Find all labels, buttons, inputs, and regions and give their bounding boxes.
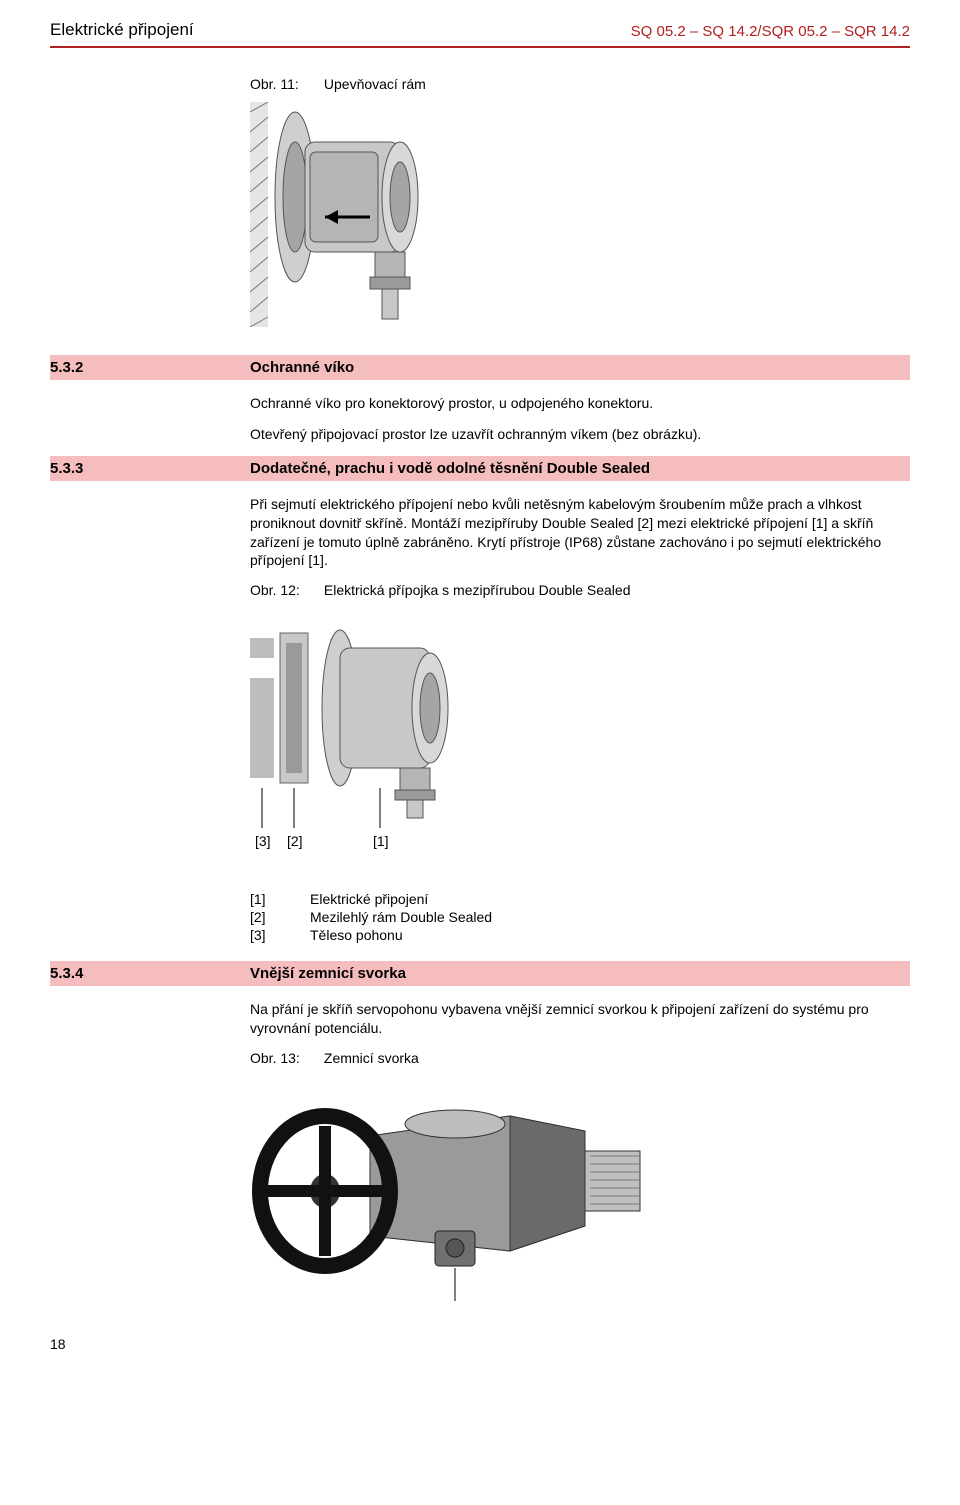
sec-5-3-3-p1: Při sejmutí elektrického přípojení nebo … — [250, 495, 910, 571]
legend-val-3: Těleso pohonu — [310, 927, 403, 943]
sec-5-3-4-title: Vnější zemnicí svorka — [250, 965, 406, 982]
sec-5-3-2-body: Ochranné víko pro konektorový prostor, u… — [50, 394, 910, 444]
legend-row: [1] Elektrické připojení — [250, 891, 910, 907]
fig12-caption: Obr. 12: Elektrická přípojka s mezipříru… — [250, 582, 910, 598]
legend-key-2: [2] — [250, 909, 310, 925]
sec-5-3-2-title: Ochranné víko — [250, 359, 354, 376]
header-right: SQ 05.2 – SQ 14.2/SQR 05.2 – SQR 14.2 — [631, 23, 910, 40]
page-number: 18 — [50, 1336, 910, 1352]
fig12-prefix: Obr. 12: — [250, 582, 320, 598]
sec-5-3-3-body: Při sejmutí elektrického přípojení nebo … — [50, 495, 910, 944]
fig12-legend: [1] Elektrické připojení [2] Mezilehlý r… — [250, 891, 910, 943]
sec-5-3-2-p1: Ochranné víko pro konektorový prostor, u… — [250, 394, 910, 413]
section-5-3-2: 5.3.2 Ochranné víko — [50, 355, 910, 380]
sec-5-3-3-num: 5.3.3 — [50, 460, 250, 477]
fig11-caption: Obr. 11: Upevňovací rám — [250, 76, 910, 92]
sec-5-3-4-p1: Na přání je skříň servopohonu vybavena v… — [250, 1000, 910, 1038]
fig12-callout-2: [2] — [287, 833, 303, 849]
fig13-caption: Obr. 13: Zemnicí svorka — [250, 1050, 910, 1066]
fig11-image — [250, 102, 910, 327]
fig12-callout-1: [1] — [373, 833, 389, 849]
fig11-block: Obr. 11: Upevňovací rám — [50, 76, 910, 327]
sec-5-3-2-p2: Otevřený připojovací prostor lze uzavřít… — [250, 425, 910, 444]
sec-5-3-4-body: Na přání je skříň servopohonu vybavena v… — [50, 1000, 910, 1306]
section-5-3-3: 5.3.3 Dodatečné, prachu i vodě odolné tě… — [50, 456, 910, 481]
header-rule — [50, 46, 910, 48]
page-header: Elektrické připojení SQ 05.2 – SQ 14.2/S… — [50, 20, 910, 40]
fig13-text: Zemnicí svorka — [324, 1050, 419, 1066]
fig11-text: Upevňovací rám — [324, 76, 426, 92]
fig13-image — [250, 1076, 910, 1306]
sec-5-3-2-num: 5.3.2 — [50, 359, 250, 376]
legend-val-2: Mezilehlý rám Double Sealed — [310, 909, 492, 925]
legend-row: [3] Těleso pohonu — [250, 927, 910, 943]
section-5-3-4: 5.3.4 Vnější zemnicí svorka — [50, 961, 910, 986]
sec-5-3-4-num: 5.3.4 — [50, 965, 250, 982]
fig12-callout-3: [3] — [255, 833, 271, 849]
fig11-prefix: Obr. 11: — [250, 76, 320, 92]
legend-key-1: [1] — [250, 891, 310, 907]
fig13-prefix: Obr. 13: — [250, 1050, 320, 1066]
fig12-image: [3] [2] [1] — [250, 608, 910, 863]
legend-row: [2] Mezilehlý rám Double Sealed — [250, 909, 910, 925]
sec-5-3-3-title: Dodatečné, prachu i vodě odolné těsnění … — [250, 460, 650, 477]
legend-key-3: [3] — [250, 927, 310, 943]
legend-val-1: Elektrické připojení — [310, 891, 428, 907]
fig12-text: Elektrická přípojka s mezipřírubou Doubl… — [324, 582, 631, 598]
header-left: Elektrické připojení — [50, 20, 194, 40]
